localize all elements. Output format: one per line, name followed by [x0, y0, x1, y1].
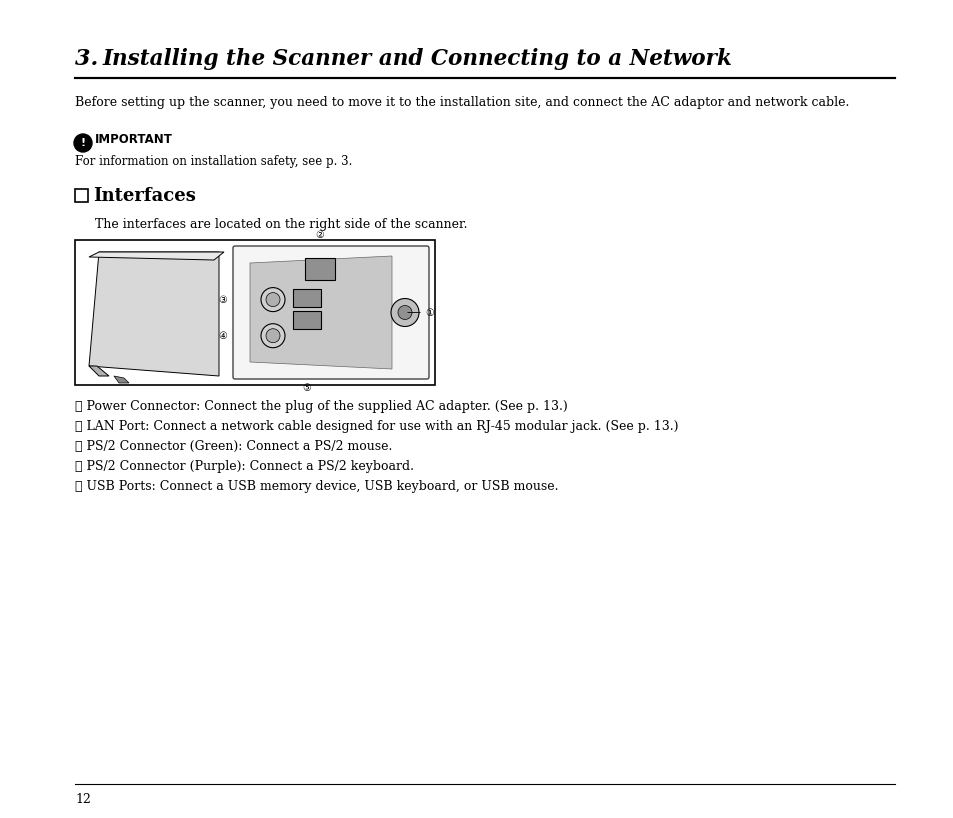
- Text: The interfaces are located on the right side of the scanner.: The interfaces are located on the right …: [95, 218, 467, 231]
- Bar: [293, 312, 320, 330]
- Polygon shape: [89, 252, 219, 376]
- Text: For information on installation safety, see p. 3.: For information on installation safety, …: [75, 155, 352, 168]
- Text: ⑤ USB Ports: Connect a USB memory device, USB keyboard, or USB mouse.: ⑤ USB Ports: Connect a USB memory device…: [75, 480, 558, 493]
- Bar: [293, 290, 320, 308]
- Text: ④: ④: [218, 330, 227, 341]
- FancyBboxPatch shape: [233, 246, 429, 379]
- Polygon shape: [89, 252, 224, 260]
- Text: IMPORTANT: IMPORTANT: [95, 133, 172, 146]
- Text: Interfaces: Interfaces: [92, 187, 195, 205]
- Circle shape: [266, 293, 280, 307]
- Circle shape: [74, 134, 91, 152]
- Text: ④ PS/2 Connector (Purple): Connect a PS/2 keyboard.: ④ PS/2 Connector (Purple): Connect a PS/…: [75, 460, 414, 473]
- Text: Before setting up the scanner, you need to move it to the installation site, and: Before setting up the scanner, you need …: [75, 96, 848, 109]
- Text: ①: ①: [424, 308, 434, 317]
- Text: ②: ②: [315, 230, 324, 240]
- Circle shape: [261, 288, 285, 312]
- Circle shape: [397, 305, 412, 320]
- Circle shape: [261, 324, 285, 348]
- Text: ⑤: ⑤: [302, 383, 311, 393]
- Polygon shape: [113, 376, 129, 383]
- Text: ① Power Connector: Connect the plug of the supplied AC adapter. (See p. 13.): ① Power Connector: Connect the plug of t…: [75, 400, 567, 413]
- Text: 12: 12: [75, 793, 91, 806]
- Bar: [75, 240, 435, 385]
- Circle shape: [266, 329, 280, 343]
- Text: Installing the Scanner and Connecting to a Network: Installing the Scanner and Connecting to…: [103, 48, 732, 70]
- Bar: [305, 258, 335, 280]
- Text: !: !: [80, 138, 86, 148]
- Bar: [75, 189, 88, 202]
- Text: 3.: 3.: [75, 48, 106, 70]
- Text: ③: ③: [218, 294, 227, 304]
- Polygon shape: [250, 256, 392, 369]
- Circle shape: [391, 299, 418, 326]
- Polygon shape: [89, 366, 109, 376]
- Text: ② LAN Port: Connect a network cable designed for use with an RJ-45 modular jack.: ② LAN Port: Connect a network cable desi…: [75, 420, 678, 433]
- Text: ③ PS/2 Connector (Green): Connect a PS/2 mouse.: ③ PS/2 Connector (Green): Connect a PS/2…: [75, 440, 392, 453]
